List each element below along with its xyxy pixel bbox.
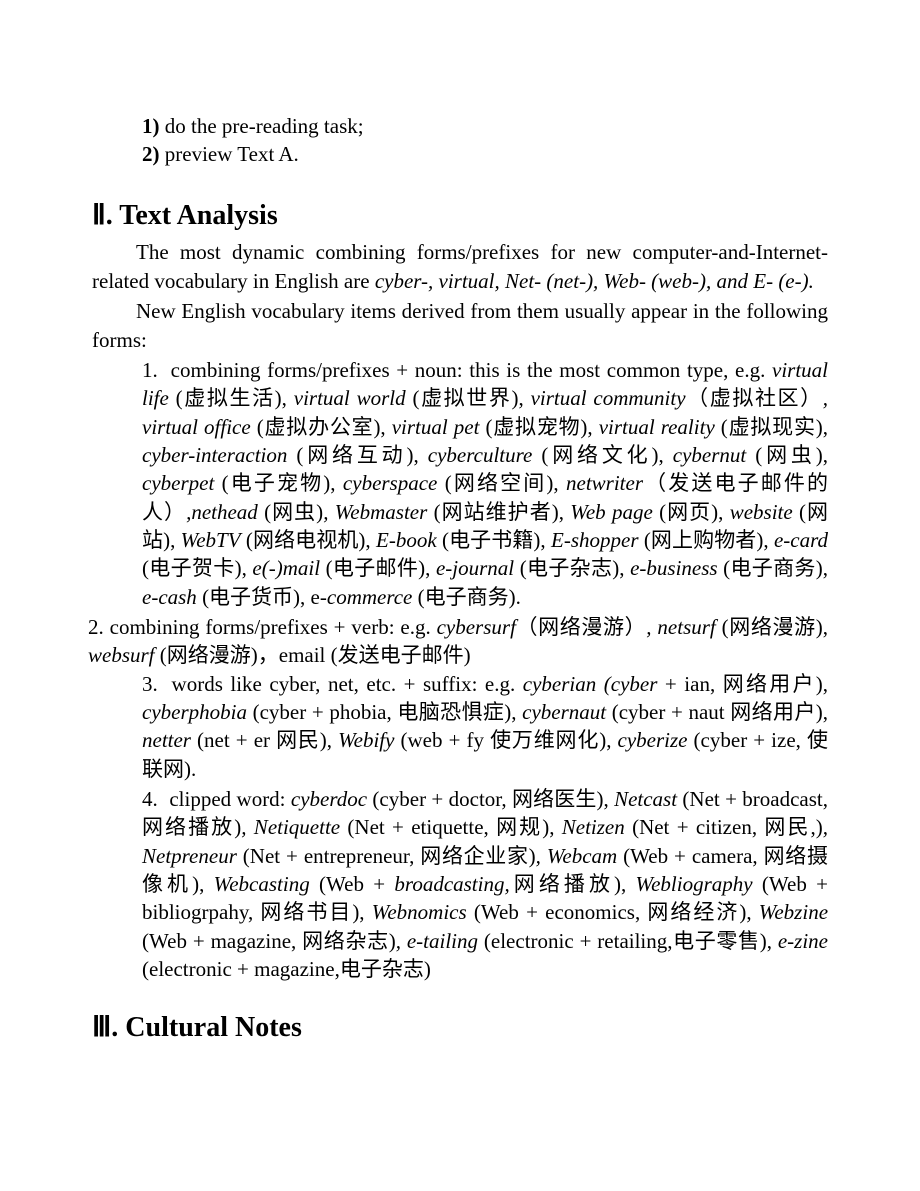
section-heading-cultural-notes: Ⅲ. Cultural Notes	[92, 1009, 828, 1047]
section-heading-text-analysis: Ⅱ. Text Analysis	[92, 197, 828, 235]
list-item-1: 1. combining forms/prefixes + noun: this…	[142, 356, 828, 611]
list-item-2-outdented: 2. combining forms/prefixes + verb: e.g.…	[88, 613, 828, 670]
pretask-item: 2) preview Text A.	[142, 140, 828, 168]
intro-paragraph-1: The most dynamic combining forms/prefixe…	[92, 238, 828, 295]
item3-body: words like cyber, net, etc. + suffix: e.…	[142, 672, 828, 781]
numbered-list-continued: 3. words like cyber, net, etc. + suffix:…	[142, 670, 828, 984]
document-page: 1) do the pre-reading task; 2) preview T…	[0, 0, 920, 1191]
pretask-num: 1)	[142, 114, 160, 138]
intro-paragraph-2: New English vocabulary items derived fro…	[92, 297, 828, 354]
pretask-text: do the pre-reading task;	[160, 114, 364, 138]
list-item-2: 2. combining forms/prefixes + verb: e.g.…	[88, 613, 828, 670]
item1-body: virtual life (虚拟生活), virtual world (虚拟世界…	[142, 358, 828, 609]
item2-body: combining forms/prefixes + verb: e.g. cy…	[88, 615, 828, 667]
para1-prefixes: cyber-, virtual, Net- (net-), Web- (web-…	[375, 269, 814, 293]
item-num: 4.	[142, 785, 164, 813]
item1-lead: combining forms/prefixes + noun: this is…	[171, 358, 772, 382]
pretask-list: 1) do the pre-reading task; 2) preview T…	[142, 112, 828, 169]
numbered-list: 1. combining forms/prefixes + noun: this…	[142, 356, 828, 611]
pretask-item: 1) do the pre-reading task;	[142, 112, 828, 140]
pretask-num: 2)	[142, 142, 160, 166]
item-num: 2.	[88, 615, 104, 639]
item4-body: clipped word: cyberdoc (cyber + doctor, …	[142, 787, 828, 981]
item-num: 3.	[142, 670, 164, 698]
pretask-text: preview Text A.	[160, 142, 299, 166]
list-item-4: 4. clipped word: cyberdoc (cyber + docto…	[142, 785, 828, 983]
list-item-3: 3. words like cyber, net, etc. + suffix:…	[142, 670, 828, 783]
item-num: 1.	[142, 356, 164, 384]
